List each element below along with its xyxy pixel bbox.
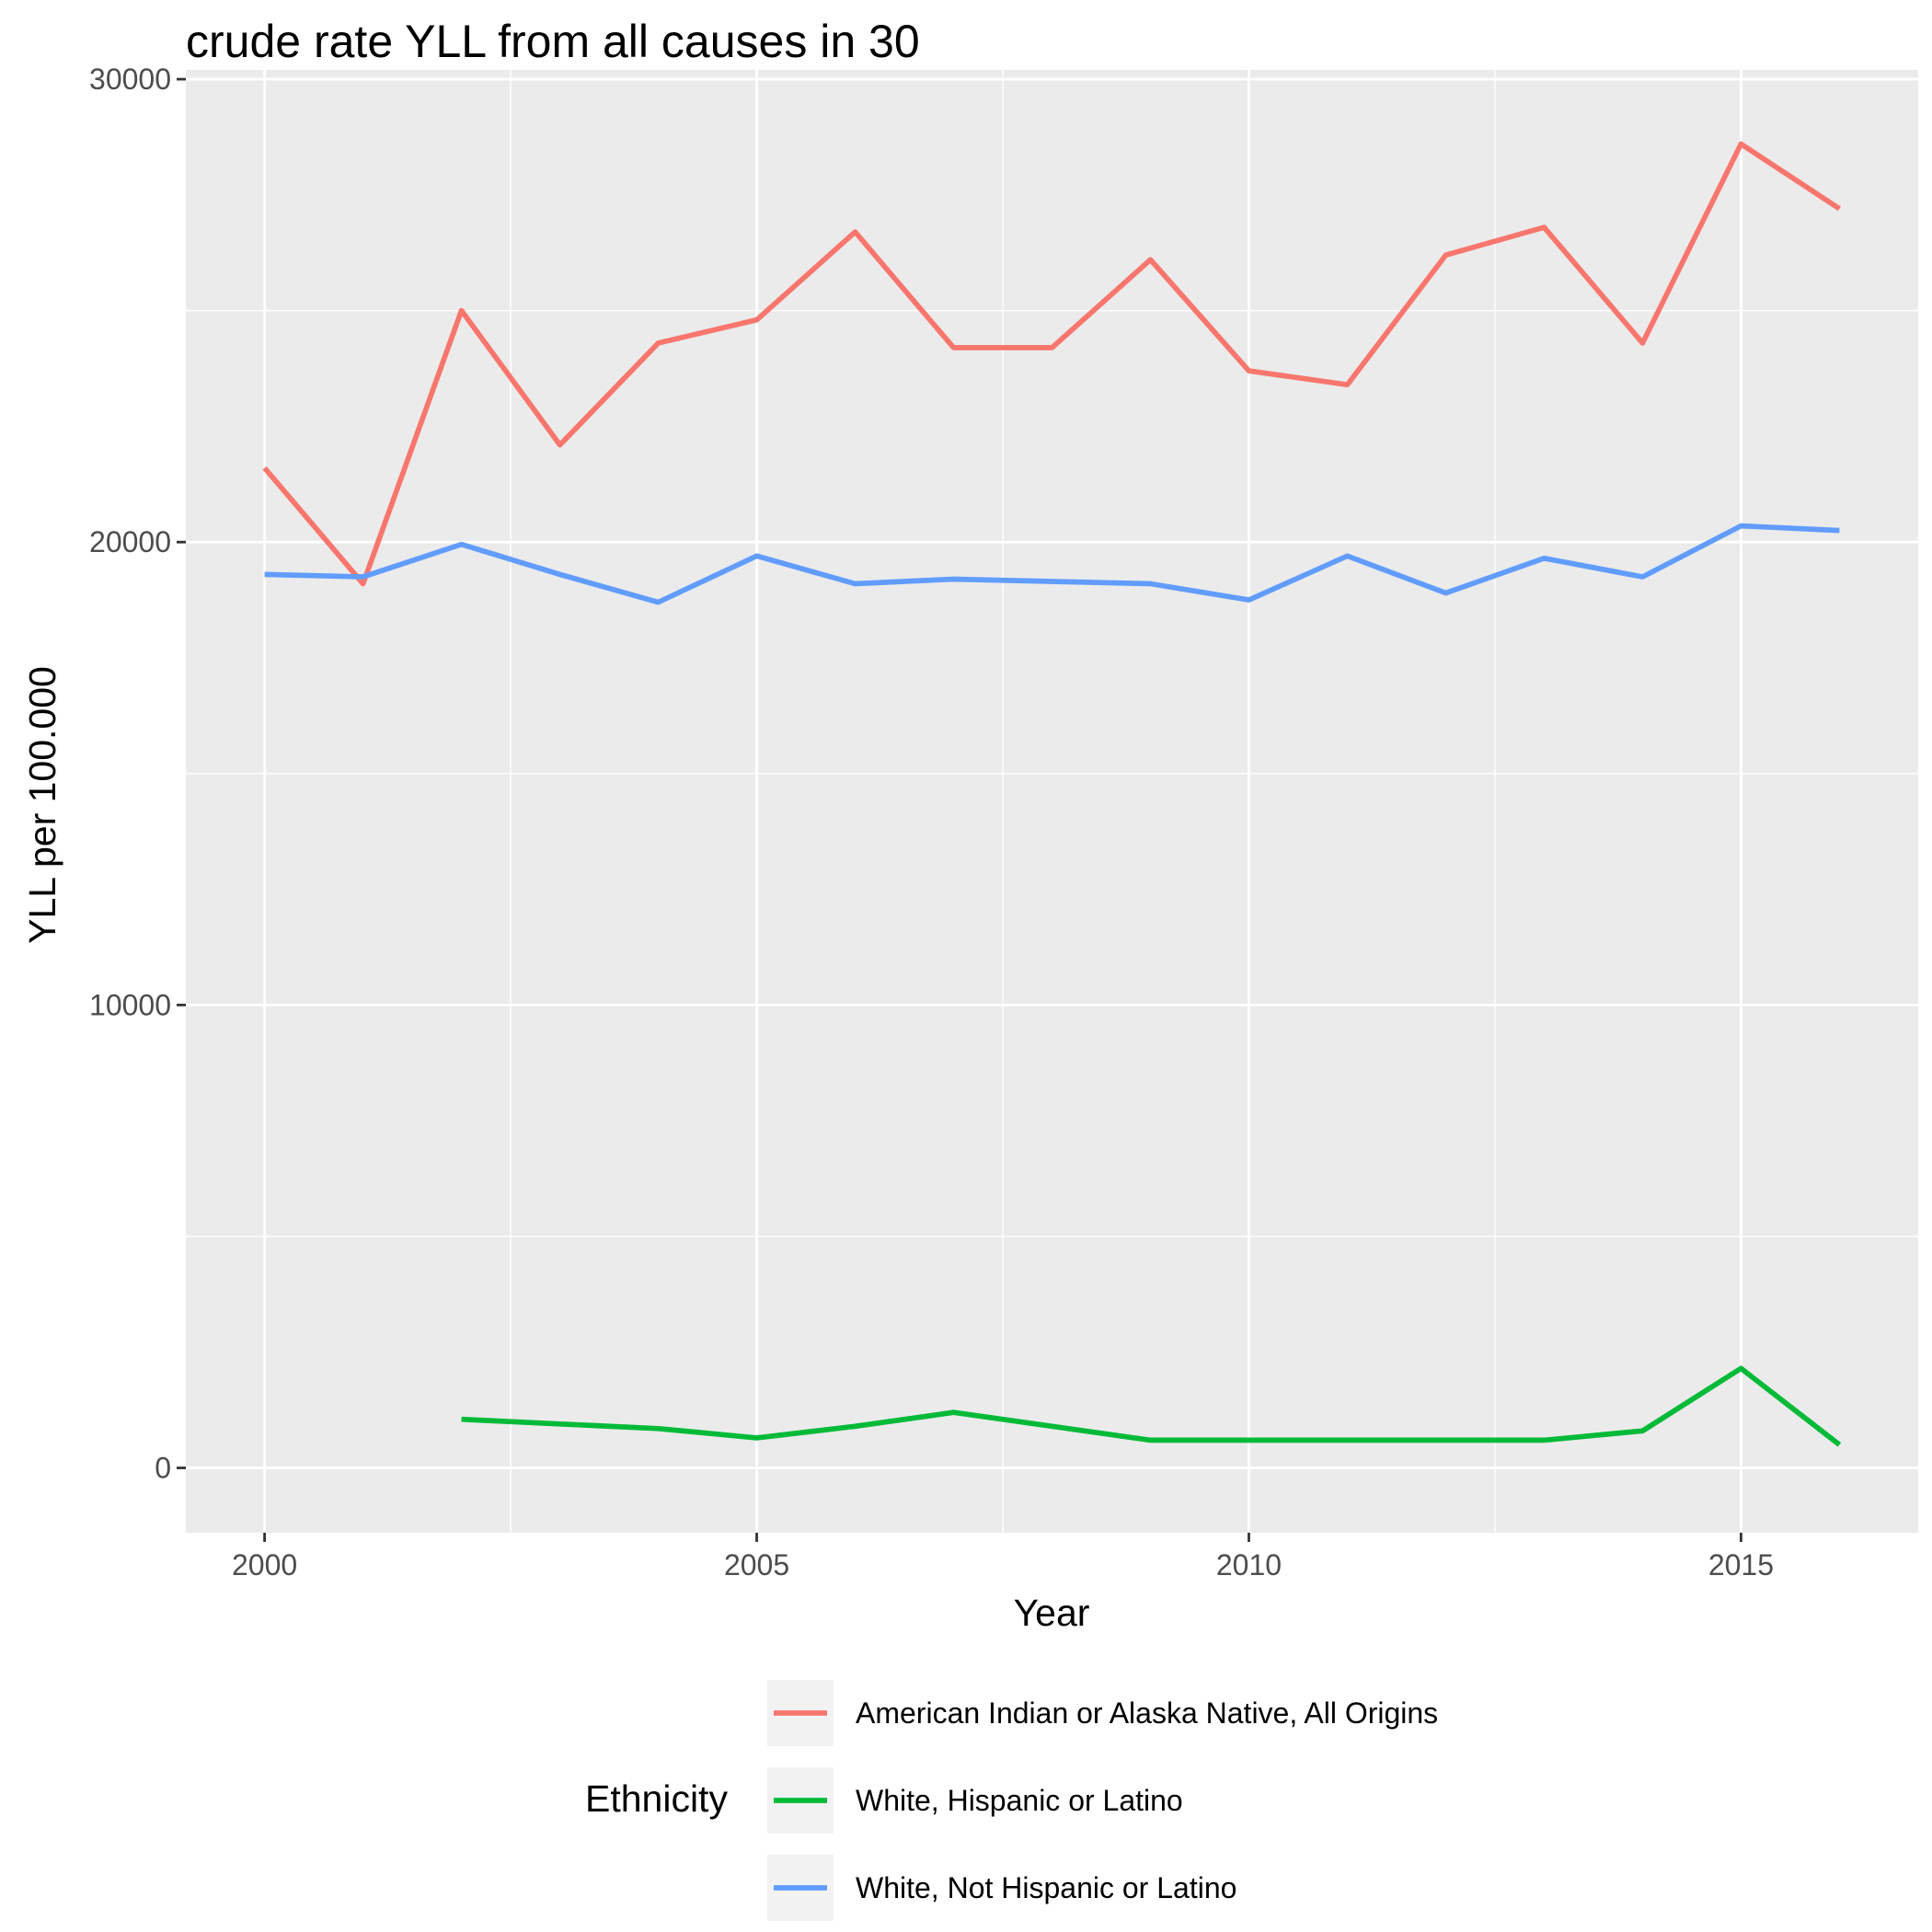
- series-line-2: [264, 523, 1840, 605]
- legend-label: White, Hispanic or Latino: [856, 1784, 1183, 1817]
- x-axis-title: Year: [1014, 1592, 1090, 1634]
- x-tick-label: 2005: [724, 1548, 789, 1581]
- legend-title: Ethnicity: [585, 1777, 728, 1820]
- y-tick-label: 20000: [89, 525, 171, 558]
- series-line-0: [262, 141, 1841, 587]
- minor-gridlines: [186, 70, 1918, 1533]
- x-tick-label: 2010: [1216, 1548, 1282, 1581]
- series-line-1: [461, 1365, 1842, 1447]
- x-tick-label: 2000: [232, 1548, 297, 1581]
- x-axis: 2000 2005 2010 2015: [232, 1533, 1774, 1581]
- legend-label: American Indian or Alaska Native, All Or…: [856, 1696, 1438, 1730]
- y-axis-title: YLL per 100.000: [21, 666, 63, 944]
- plot-panel: [186, 70, 1918, 1533]
- y-tick-label: 10000: [89, 988, 171, 1021]
- major-gridlines: [186, 70, 1918, 1533]
- legend-label: White, Not Hispanic or Latino: [856, 1871, 1236, 1904]
- y-tick-label: 30000: [89, 63, 171, 96]
- y-axis: 0 10000 20000 30000: [89, 63, 186, 1485]
- legend: Ethnicity American Indian or Alaska Nati…: [585, 1680, 1438, 1921]
- chart-title: crude rate YLL from all causes in 30: [186, 16, 920, 67]
- legend-items: American Indian or Alaska Native, All Or…: [767, 1680, 1438, 1921]
- y-tick-label: 0: [155, 1452, 171, 1485]
- x-tick-label: 2015: [1708, 1548, 1774, 1581]
- series-lines: [262, 141, 1842, 1447]
